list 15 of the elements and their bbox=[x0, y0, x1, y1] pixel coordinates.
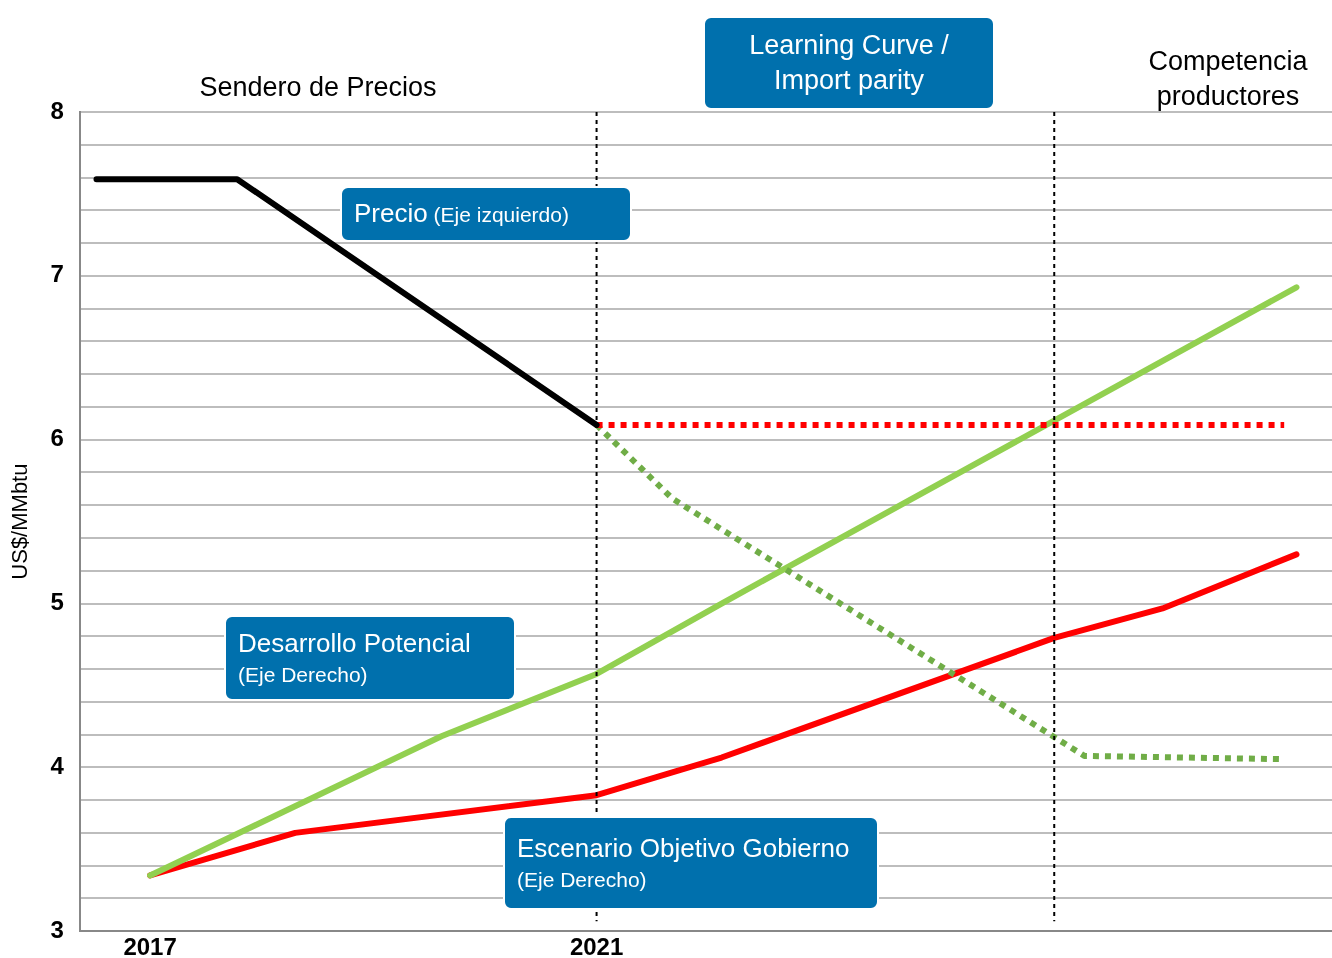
text: Learning Curve / Import parity bbox=[703, 16, 995, 110]
y-axis-title: US$/MMbtu bbox=[7, 463, 33, 580]
text: Competencia productores bbox=[1147, 45, 1309, 114]
y-tick-label: 6 bbox=[50, 424, 64, 452]
y-tick-label: 4 bbox=[50, 751, 65, 779]
y-tick-label: 3 bbox=[50, 915, 64, 943]
series-label: Precio (Eje izquierdo) bbox=[354, 198, 569, 229]
x-tick-label: 2021 bbox=[569, 933, 624, 958]
series-label: Escenario Objetivo Gobierno (Eje Derecho) bbox=[517, 833, 850, 892]
x-tick-label: 2017 bbox=[123, 933, 177, 958]
y-tick-label: 5 bbox=[50, 588, 64, 616]
y-tick-label: 7 bbox=[50, 260, 64, 288]
y-tick-label: 8 bbox=[50, 96, 64, 124]
series-label: Desarrollo Potencial (Eje Derecho) bbox=[238, 628, 471, 687]
text: Sendero de Precios bbox=[198, 71, 438, 104]
